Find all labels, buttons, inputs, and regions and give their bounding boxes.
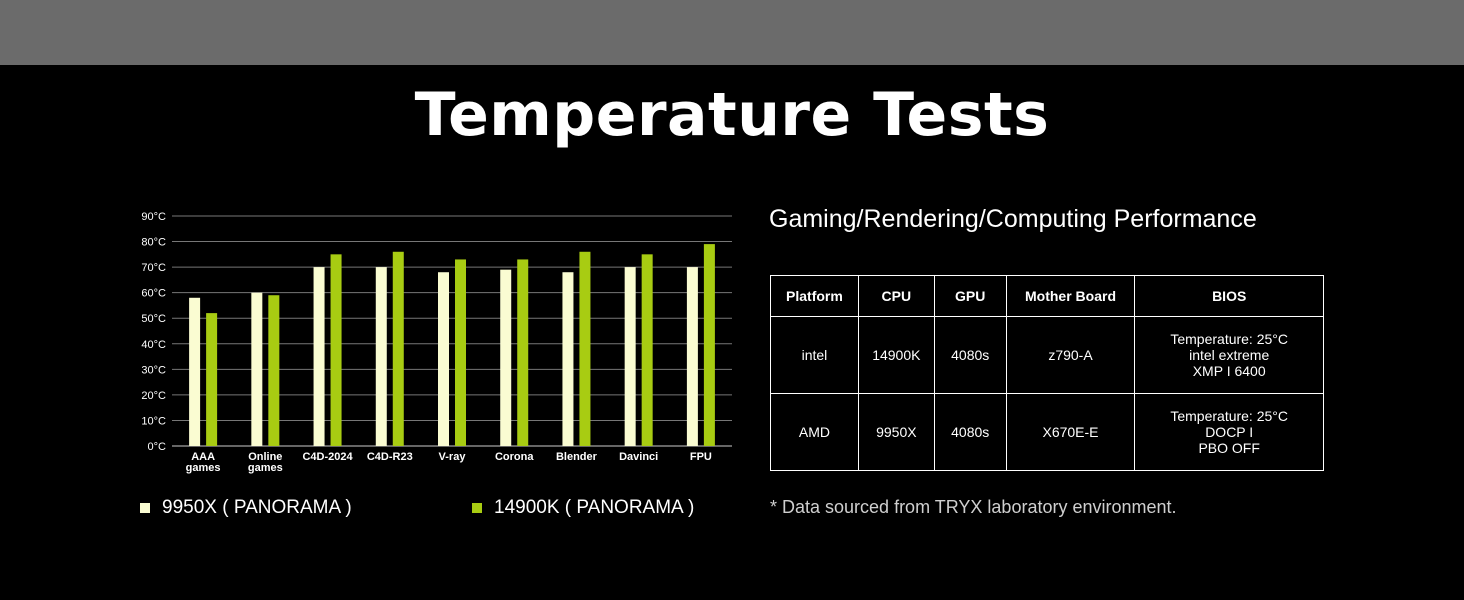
bar-9950x [438,272,449,446]
header-platform: Platform [770,275,859,317]
legend-item-9950x: 9950X ( PANORAMA ) [140,497,352,519]
y-tick-label: 20°C [141,390,166,402]
cell-platform: AMD [770,393,859,471]
table-header-row: Platform CPU GPU Mother Board BIOS [770,275,1324,317]
y-tick-label: 10°C [141,415,166,427]
temperature-bar-chart: 0°C 10°C 20°C 30°C 40°C 50°C 60°C 70°C 80°C 90°C A… [141,211,732,474]
bios-line: intel extreme [1189,347,1270,363]
bar-9950x [375,267,387,446]
y-tick-label: 60°C [141,288,166,300]
bar-14900k [703,244,715,446]
x-tick-label: FPU [690,451,712,463]
bar-9950x [562,272,574,446]
x-tick-label: V-ray [439,451,467,463]
x-tick-label: Online [248,451,282,463]
y-tick-label: 0°C [148,441,167,453]
bar-9950x [500,269,512,446]
bar-14900k [330,254,342,446]
x-tick-label: C4D-2024 [302,451,353,463]
spec-table: Platform CPU GPU Mother Board BIOS intel… [770,275,1324,471]
table-row: AMD 9950X 4080s X670E-E Temperature: 25°… [770,393,1324,471]
spec-subtitle: Gaming/Rendering/Computing Performance [769,205,1257,233]
bios-line: DOCP I [1205,424,1254,440]
x-tick-label: Corona [495,451,534,463]
bar-14900k [392,251,404,446]
bios-line: Temperature: 25°C [1170,408,1288,424]
cell-mother-board: z790-A [1005,316,1136,394]
bar-14900k [268,295,280,446]
header-cpu: CPU [857,275,935,317]
bar-9950x [189,297,201,446]
header-mother-board: Mother Board [1005,275,1136,317]
cell-platform: intel [770,316,859,394]
cell-cpu: 14900K [857,316,935,394]
bios-line: XMP I 6400 [1192,363,1266,379]
top-banner [0,0,1464,65]
bar-14900k [455,259,466,446]
page-title: Temperature Tests [414,80,1050,150]
bar-14900k [641,254,653,446]
bar-9950x [686,267,698,446]
x-tick-label: Blender [556,451,598,463]
header-gpu: GPU [933,275,1007,317]
x-tick-label: games [248,462,283,474]
cell-bios: Temperature: 25°C DOCP I PBO OFF [1134,393,1324,471]
legend-swatch-9950x [140,503,150,513]
legend-item-14900k: 14900K ( PANORAMA ) [472,497,694,519]
bios-line: Temperature: 25°C [1170,331,1288,347]
legend-label-9950x: 9950X ( PANORAMA ) [162,497,352,518]
bar-9950x [313,267,325,446]
table-row: intel 14900K 4080s z790-A Temperature: 2… [770,316,1324,394]
y-tick-label: 70°C [141,262,166,274]
bios-line: PBO OFF [1198,440,1260,456]
x-tick-label: AAA [191,451,215,463]
y-tick-label: 80°C [141,237,166,249]
x-tick-label: C4D-R23 [367,451,413,463]
bar-14900k [579,251,591,446]
legend-swatch-14900k [472,503,482,513]
x-tick-label: Davinci [619,451,658,463]
bar-9950x [624,267,636,446]
y-tick-label: 40°C [141,339,166,351]
bar-14900k [517,259,529,446]
cell-bios: Temperature: 25°C intel extreme XMP I 64… [1134,316,1324,394]
y-tick-label: 90°C [141,211,166,223]
bar-14900k [206,313,218,446]
y-tick-label: 30°C [141,364,166,376]
legend-label-14900k: 14900K ( PANORAMA ) [494,497,695,518]
y-tick-label: 50°C [141,313,166,325]
x-tick-label: games [186,462,221,474]
cell-mother-board: X670E-E [1005,393,1136,471]
header-bios: BIOS [1134,275,1324,317]
cell-gpu: 4080s [933,393,1007,471]
cell-gpu: 4080s [933,316,1007,394]
cell-cpu: 9950X [857,393,935,471]
footnote: * Data sourced from TRYX laboratory envi… [770,497,1177,517]
bar-9950x [251,292,263,446]
